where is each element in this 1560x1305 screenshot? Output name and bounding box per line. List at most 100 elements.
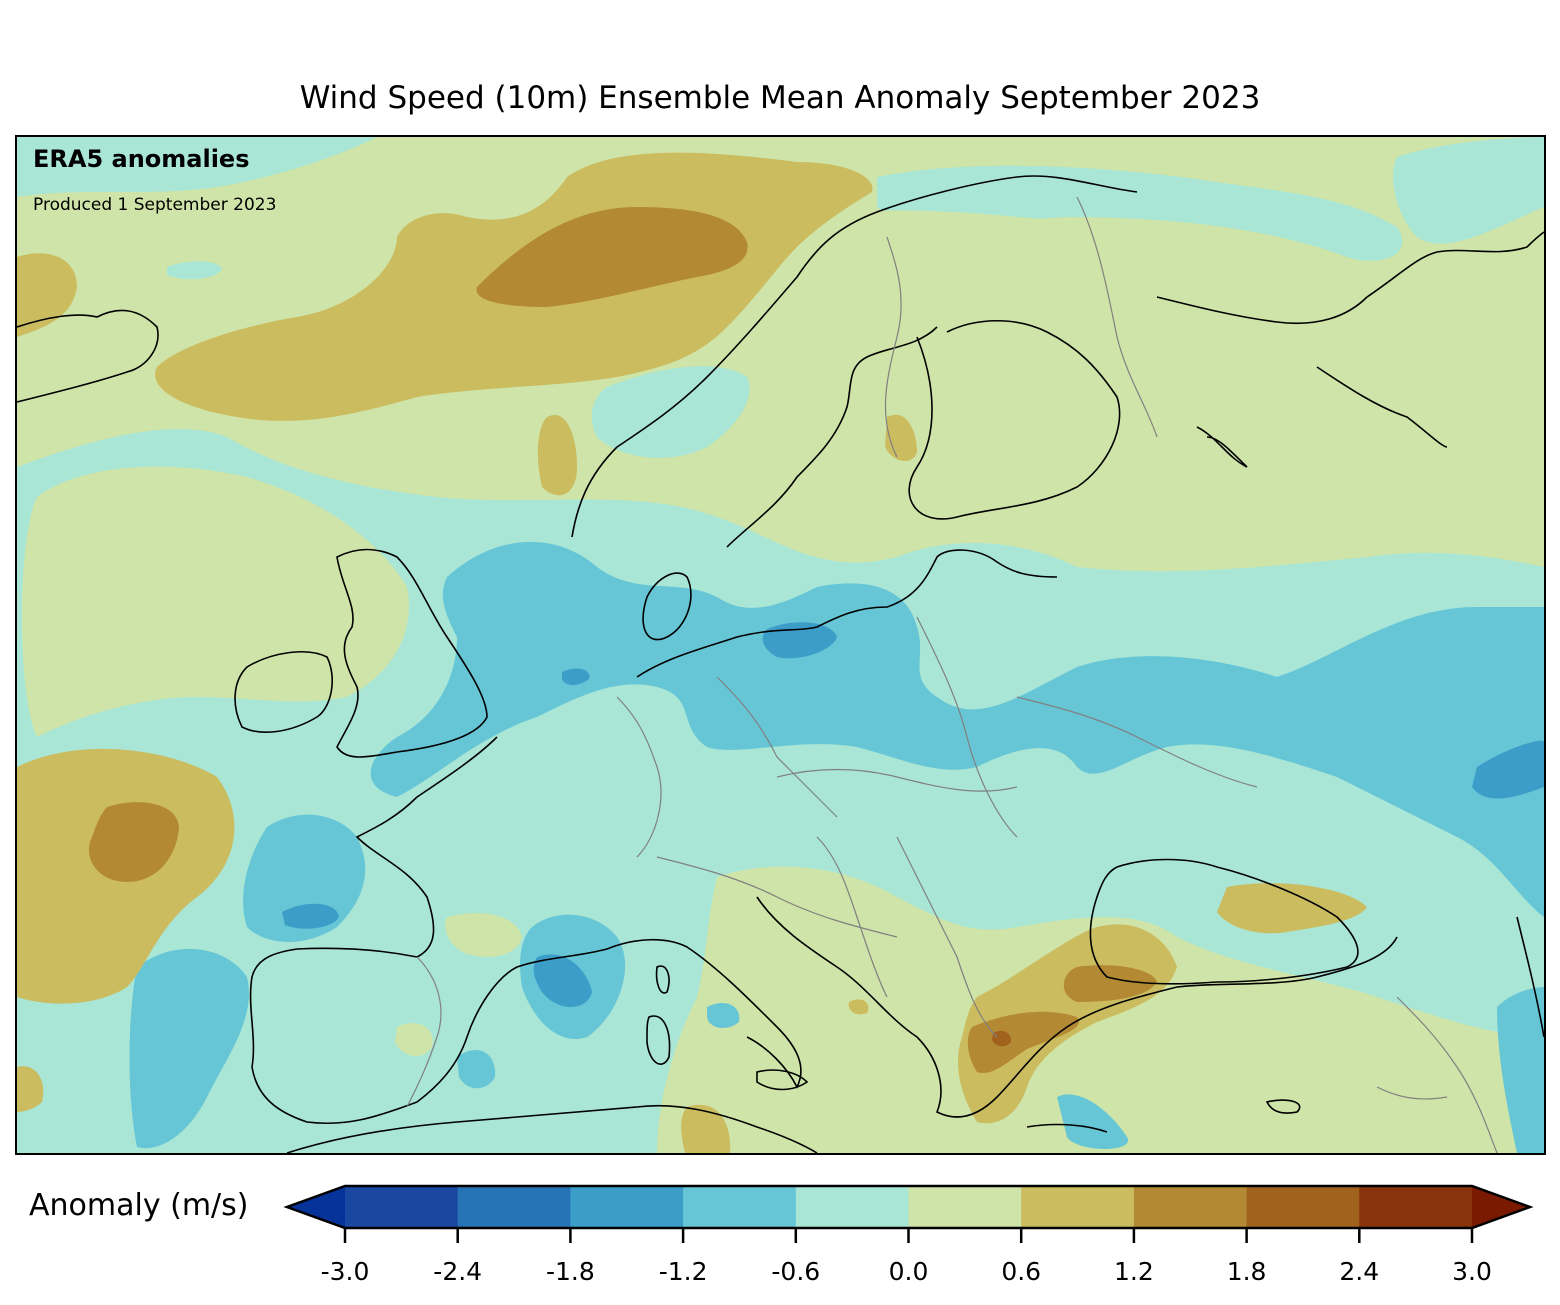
contour-region	[877, 165, 1403, 261]
colorbar-label: Anomaly (m/s)	[29, 1188, 249, 1223]
colorbar-tick-label: 1.8	[1227, 1257, 1267, 1286]
coastline-caspian	[1516, 916, 1544, 1038]
contour-region	[167, 261, 222, 280]
contour-region	[17, 253, 77, 337]
contour-region	[22, 466, 409, 737]
colorbar-bin-2	[570, 1186, 684, 1228]
colorbar-tick-label: 0.6	[1001, 1257, 1041, 1286]
border	[916, 616, 1018, 838]
colorbar-bin-8	[1246, 1186, 1360, 1228]
contour-region	[591, 366, 750, 458]
colorbar-bin-3	[683, 1186, 797, 1228]
contour-region	[370, 541, 1544, 917]
coastline-greece-turkey	[996, 936, 1398, 1098]
coastline-kola	[1156, 231, 1544, 325]
colorbar-over-arrow	[1472, 1186, 1530, 1228]
colorbar-ticks: -3.0 -2.4 -1.8 -1.2 -0.6 0.0 0.6 1.2 1.8 2.4 3.0	[321, 1228, 1492, 1286]
coastline-great-britain	[336, 548, 488, 758]
coastline-denmark	[642, 572, 692, 641]
map-frame: ERA5 anomalies Produced 1 September 2023	[15, 135, 1546, 1155]
colorbar-tick-label: 2.4	[1339, 1257, 1379, 1286]
border	[1076, 196, 1158, 438]
coastline-sweden	[726, 326, 938, 548]
colorbar-bin-9	[1359, 1186, 1473, 1228]
colorbar-tick-label: 0.0	[889, 1257, 929, 1286]
coastline-sicily	[756, 1069, 809, 1091]
coastline-north-africa	[286, 1104, 818, 1153]
border	[1376, 1086, 1448, 1100]
coastline-iceland	[17, 309, 159, 403]
contour-region	[848, 999, 869, 1015]
colorbar-tick-label: 1.2	[1114, 1257, 1154, 1286]
contour-region	[967, 1011, 1079, 1073]
coastline-baltic	[636, 549, 1058, 678]
border	[896, 836, 998, 1038]
chart-title: Wind Speed (10m) Ensemble Mean Anomaly S…	[299, 80, 1261, 116]
colorbar-tick-label: -1.8	[546, 1257, 595, 1286]
coastline-white-sea	[1196, 366, 1448, 468]
contour-fills	[17, 137, 1544, 1153]
coastline-med-france-italy	[516, 938, 802, 1089]
coastline-adriatic-balkans	[756, 896, 998, 1118]
coastline-finland	[908, 320, 1121, 520]
contour-region	[1057, 1094, 1129, 1149]
country-borders	[406, 196, 1498, 1153]
contour-region	[282, 903, 339, 929]
coastline-iberia	[249, 947, 518, 1125]
contour-region	[88, 802, 179, 882]
produced-date-label: Produced 1 September 2023	[33, 195, 277, 215]
anomaly-map	[17, 137, 1544, 1153]
contour-region	[17, 1066, 44, 1112]
contour-region	[562, 668, 590, 685]
contour-region	[1393, 137, 1544, 244]
border	[776, 768, 1018, 792]
contour-region	[17, 137, 377, 197]
coastline-black-sea	[1089, 858, 1359, 985]
contour-region	[537, 415, 577, 496]
colorbar-bins	[345, 1186, 1473, 1228]
colorbar-tick-label: -2.4	[433, 1257, 482, 1286]
coastline-corsica	[655, 965, 670, 994]
coastlines	[17, 175, 1544, 1153]
border	[1016, 696, 1258, 788]
contour-region	[533, 954, 592, 1007]
contour-region	[757, 210, 1436, 551]
border	[1396, 996, 1498, 1153]
contour-region	[129, 948, 249, 1149]
contour-region	[395, 1023, 433, 1057]
coastline-sardinia	[646, 1015, 671, 1065]
border	[716, 676, 838, 818]
contour-region	[476, 207, 748, 307]
coastline-norway	[571, 175, 1138, 538]
contour-region	[1217, 883, 1367, 934]
border	[816, 836, 888, 998]
colorbar-tick-label: 3.0	[1452, 1257, 1492, 1286]
coastline-france-atlantic	[355, 736, 498, 958]
border	[616, 696, 662, 858]
colorbar-bin-4	[795, 1186, 909, 1228]
contour-region	[1063, 965, 1157, 1002]
colorbar-tick-label: -3.0	[321, 1257, 370, 1286]
colorbar-under-arrow	[287, 1186, 345, 1228]
colorbar-bin-5	[908, 1186, 1022, 1228]
colorbar-bin-1	[457, 1186, 571, 1228]
coastline-ireland	[234, 651, 333, 733]
colorbar-tick-label: -0.6	[771, 1257, 820, 1286]
colorbar-bin-6	[1021, 1186, 1135, 1228]
colorbar-bin-7	[1133, 1186, 1248, 1228]
coastline-crete	[1026, 1123, 1108, 1133]
contour-region	[707, 1002, 740, 1029]
border	[884, 236, 902, 458]
contour-region	[681, 1104, 731, 1153]
border	[406, 956, 442, 1108]
colorbar-bin-0	[345, 1186, 459, 1228]
colorbar: -3.0 -2.4 -1.8 -1.2 -0.6 0.0 0.6 1.2 1.8 2.4 3.0	[283, 1184, 1534, 1286]
source-label: ERA5 anomalies	[33, 145, 250, 173]
coastline-cyprus	[1265, 1099, 1301, 1114]
colorbar-tick-label: -1.2	[659, 1257, 708, 1286]
contour-region	[457, 1049, 496, 1089]
contour-region	[762, 622, 837, 659]
contour-region	[1472, 740, 1544, 799]
contour-region	[1497, 987, 1544, 1153]
contour-region	[445, 913, 522, 957]
